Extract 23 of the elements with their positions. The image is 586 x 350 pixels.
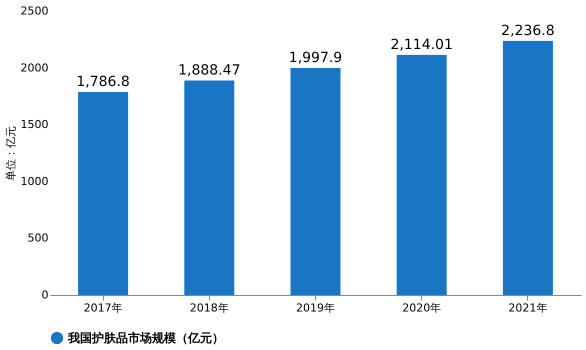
data-label: 1,786.8 <box>76 74 130 90</box>
y-tick-label: 2000 <box>20 61 48 74</box>
bar <box>502 40 553 295</box>
bar <box>290 68 340 295</box>
legend-label: 我国护肤品市场规模（亿元） <box>67 331 224 345</box>
x-tick-label: 2017年 <box>84 302 123 314</box>
data-label: 2,114.01 <box>390 36 453 53</box>
y-axis-title: 单位：亿元 <box>4 126 18 181</box>
data-label: 1,888.47 <box>178 62 240 78</box>
bar <box>78 92 128 295</box>
x-tick-label: 2018年 <box>190 302 229 314</box>
y-tick-label: 1000 <box>20 174 48 188</box>
data-label: 2,236.8 <box>501 22 555 39</box>
data-label: 1,997.9 <box>288 50 342 66</box>
y-tick-label: 0 <box>42 288 48 302</box>
x-tick-label: 2021年 <box>508 302 548 314</box>
y-tick-label: 1500 <box>20 118 48 132</box>
x-tick-label: 2019年 <box>296 302 335 314</box>
bar <box>396 54 447 295</box>
y-tick-label: 500 <box>28 232 48 245</box>
x-tick-label: 2020年 <box>402 302 442 314</box>
bar <box>184 80 234 295</box>
y-tick-label: 2500 <box>20 4 48 18</box>
